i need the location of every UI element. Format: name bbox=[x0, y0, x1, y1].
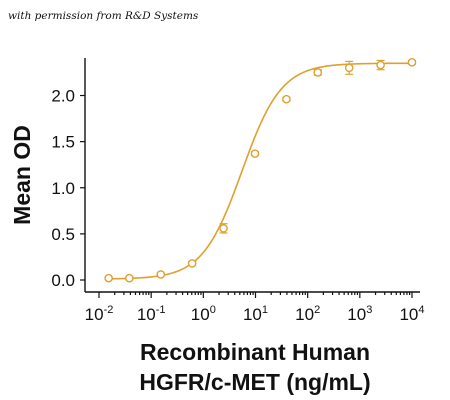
y-tick-label: 1.0 bbox=[51, 179, 75, 198]
data-point bbox=[104, 273, 113, 283]
data-point bbox=[282, 94, 291, 104]
data-point bbox=[156, 270, 166, 279]
data-point bbox=[313, 68, 323, 77]
x-ticks: 10-2 10-1 100 101 102 103 104 bbox=[85, 292, 425, 324]
y-axis-title: Mean OD bbox=[9, 125, 35, 225]
x-tick-base: 10 bbox=[85, 305, 104, 324]
y-tick-label: 1.5 bbox=[51, 133, 75, 152]
plot-area: 0.00.51.01.52.0 10-2 10-1 100 101 102 103 104 bbox=[51, 58, 425, 324]
x-axis-title-line2: HGFR/c-MET (ng/mL) bbox=[139, 369, 370, 395]
y-tick-label: 0.0 bbox=[51, 271, 75, 290]
x-tick-label: 101 bbox=[243, 304, 268, 324]
x-tick-base: 10 bbox=[347, 305, 366, 324]
x-tick-base: 10 bbox=[243, 305, 262, 324]
x-axis-title-line1: Recombinant Human bbox=[140, 339, 370, 365]
credit-text: with permission from R&D Systems bbox=[8, 10, 199, 22]
data-point bbox=[125, 273, 134, 283]
x-tick-base: 10 bbox=[399, 305, 418, 324]
x-tick-label: 10-1 bbox=[137, 304, 166, 324]
x-tick-label: 104 bbox=[399, 304, 424, 324]
x-tick-base: 10 bbox=[295, 305, 314, 324]
x-tick-label: 100 bbox=[191, 304, 216, 324]
y-tick-label: 0.5 bbox=[51, 225, 75, 244]
data-points bbox=[104, 58, 417, 283]
x-tick-base: 10 bbox=[191, 305, 210, 324]
data-point bbox=[219, 224, 228, 233]
x-tick-label: 102 bbox=[295, 304, 320, 324]
data-point bbox=[407, 58, 417, 67]
x-tick-label: 103 bbox=[347, 304, 372, 324]
data-point bbox=[344, 63, 354, 73]
x-tick-exponent: 2 bbox=[314, 304, 320, 316]
data-point bbox=[187, 259, 197, 268]
x-tick-exponent: 0 bbox=[210, 304, 216, 316]
x-tick-exponent: -1 bbox=[156, 304, 166, 316]
fit-curve bbox=[106, 62, 413, 280]
data-point bbox=[376, 60, 385, 70]
x-tick-exponent: 3 bbox=[366, 304, 372, 316]
x-tick-label: 10-2 bbox=[85, 304, 114, 324]
y-ticks: 0.0 0.5 1.0 1.5 2.0 bbox=[51, 87, 85, 290]
x-tick-base: 10 bbox=[137, 305, 156, 324]
x-tick-exponent: 1 bbox=[262, 304, 268, 316]
y-tick-label: 2.0 bbox=[51, 87, 75, 106]
x-tick-exponent: 4 bbox=[418, 304, 424, 316]
x-tick-exponent: -2 bbox=[104, 304, 114, 316]
data-point bbox=[250, 149, 260, 158]
